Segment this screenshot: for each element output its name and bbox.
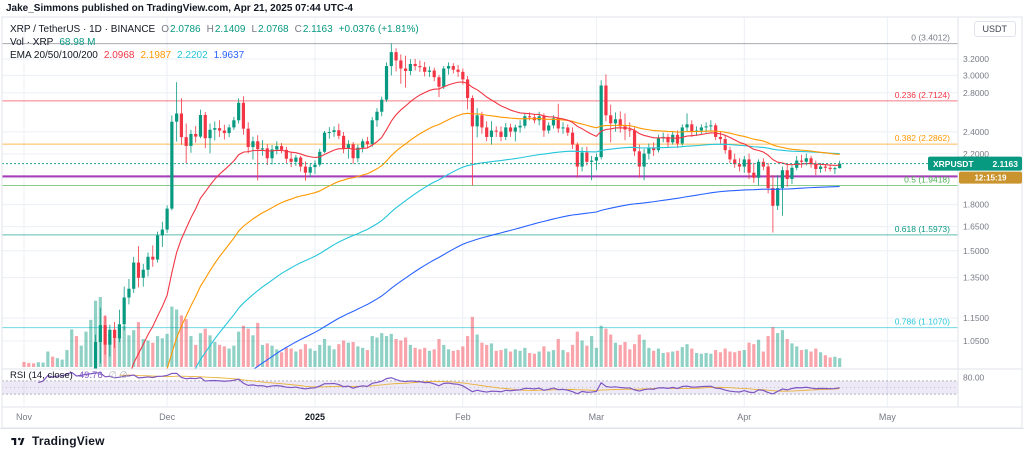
svg-text:80.00: 80.00 — [963, 373, 985, 383]
svg-text:1.8000: 1.8000 — [963, 200, 989, 210]
svg-text:1.6500: 1.6500 — [963, 222, 989, 232]
ema100-line — [194, 143, 840, 369]
fib-labels: 0 (3.4012) 0.236 (2.7124) 0.382 (2.2862) 0.… — [895, 33, 950, 327]
price-axis-labels[interactable]: 3.20003.00002.80002.40002.20002.00001.80… — [963, 54, 989, 383]
svg-text:2.2000: 2.2000 — [963, 149, 989, 159]
ema20-value: 2.0968 — [103, 50, 135, 61]
rsi-legend-row[interactable]: RSI (14, close) 49.76 ∅ ∅ — [10, 370, 128, 381]
svg-text:12:15:19: 12:15:19 — [974, 174, 1007, 183]
svg-text:Feb: Feb — [455, 412, 471, 422]
tradingview-wordmark[interactable]: TradingView — [32, 434, 105, 448]
close-value: C 2.1163 — [294, 24, 333, 35]
svg-text:0 (3.4012): 0 (3.4012) — [911, 33, 950, 43]
svg-text:May: May — [879, 412, 897, 422]
ema20-line — [131, 81, 840, 369]
svg-text:0.5 (1.9418): 0.5 (1.9418) — [904, 174, 950, 184]
svg-text:3.0000: 3.0000 — [963, 70, 989, 80]
svg-text:2.8000: 2.8000 — [963, 88, 989, 98]
ema-label: EMA 20/50/100/200 — [10, 50, 98, 61]
low-value: L 2.0768 — [251, 24, 289, 35]
countdown-badge — [959, 171, 1022, 184]
svg-text:2.4000: 2.4000 — [963, 127, 989, 137]
rsi-line — [38, 371, 840, 395]
rsi-label: RSI (14, close) — [10, 370, 73, 381]
svg-text:0.382 (2.2862): 0.382 (2.2862) — [895, 133, 950, 143]
svg-text:1.0500: 1.0500 — [963, 336, 989, 346]
time-axis-labels[interactable]: Nov Dec 2025 Feb Mar Apr May — [16, 412, 896, 422]
price-badge — [928, 156, 1022, 171]
svg-text:1.1500: 1.1500 — [963, 313, 989, 323]
svg-text:Mar: Mar — [589, 412, 605, 422]
open-value: O 2.0786 — [161, 24, 201, 35]
tradingview-logo-icon[interactable] — [10, 435, 26, 448]
ema-legend-row[interactable]: EMA 20/50/100/200 2.0968 2.1987 2.2202 1… — [10, 49, 419, 62]
price-axis-badges[interactable]: XRPUSDT 2.1163 12:15:19 — [928, 156, 1022, 184]
change-value: +0.0376 (+1.81%) — [338, 24, 419, 35]
volume-value: 68.98 M — [59, 37, 96, 48]
rsi-value: 49.76 — [78, 370, 103, 381]
volume-bars — [22, 297, 842, 367]
attribution-text: Jake_Simmons published on TradingView.co… — [6, 3, 353, 14]
svg-text:Nov: Nov — [16, 412, 33, 422]
svg-text:1.5000: 1.5000 — [963, 246, 989, 256]
high-value: H 2.1409 — [206, 24, 246, 35]
svg-text:0.236 (2.7124): 0.236 (2.7124) — [895, 90, 950, 100]
ema50-line — [166, 112, 840, 369]
rsi-hidden-values-icon: ∅ ∅ — [108, 370, 128, 381]
ema200-line — [253, 185, 840, 369]
price-axis-currency-button[interactable]: USDT — [973, 21, 1016, 37]
ema100-value: 2.2202 — [177, 50, 208, 61]
ema-lines — [131, 81, 840, 369]
svg-text:0.618 (1.5973): 0.618 (1.5973) — [895, 224, 950, 234]
rsi-pane — [2, 371, 958, 395]
svg-text:Apr: Apr — [737, 412, 751, 422]
ema200-value: 1.9637 — [213, 50, 245, 61]
svg-text:0.786 (1.1070): 0.786 (1.1070) — [895, 317, 950, 327]
volume-legend-row[interactable]: Vol · XRP 68.98 M — [10, 36, 419, 49]
svg-text:3.2000: 3.2000 — [963, 54, 989, 64]
svg-text:2025: 2025 — [305, 412, 325, 422]
candlesticks — [93, 43, 842, 369]
symbol-title: XRP / TetherUS · 1D · BINANCE — [10, 24, 156, 35]
footer-bar: TradingView — [0, 428, 1024, 453]
svg-text:Dec: Dec — [159, 412, 176, 422]
svg-text:XRPUSDT: XRPUSDT — [933, 159, 974, 169]
svg-text:2.1163: 2.1163 — [992, 159, 1018, 169]
fib-retracement-lines — [2, 43, 958, 329]
ema50-value: 2.1987 — [140, 50, 172, 61]
grid-lines — [2, 17, 958, 407]
svg-text:1.3500: 1.3500 — [963, 272, 989, 282]
volume-label: Vol · XRP — [10, 37, 54, 48]
